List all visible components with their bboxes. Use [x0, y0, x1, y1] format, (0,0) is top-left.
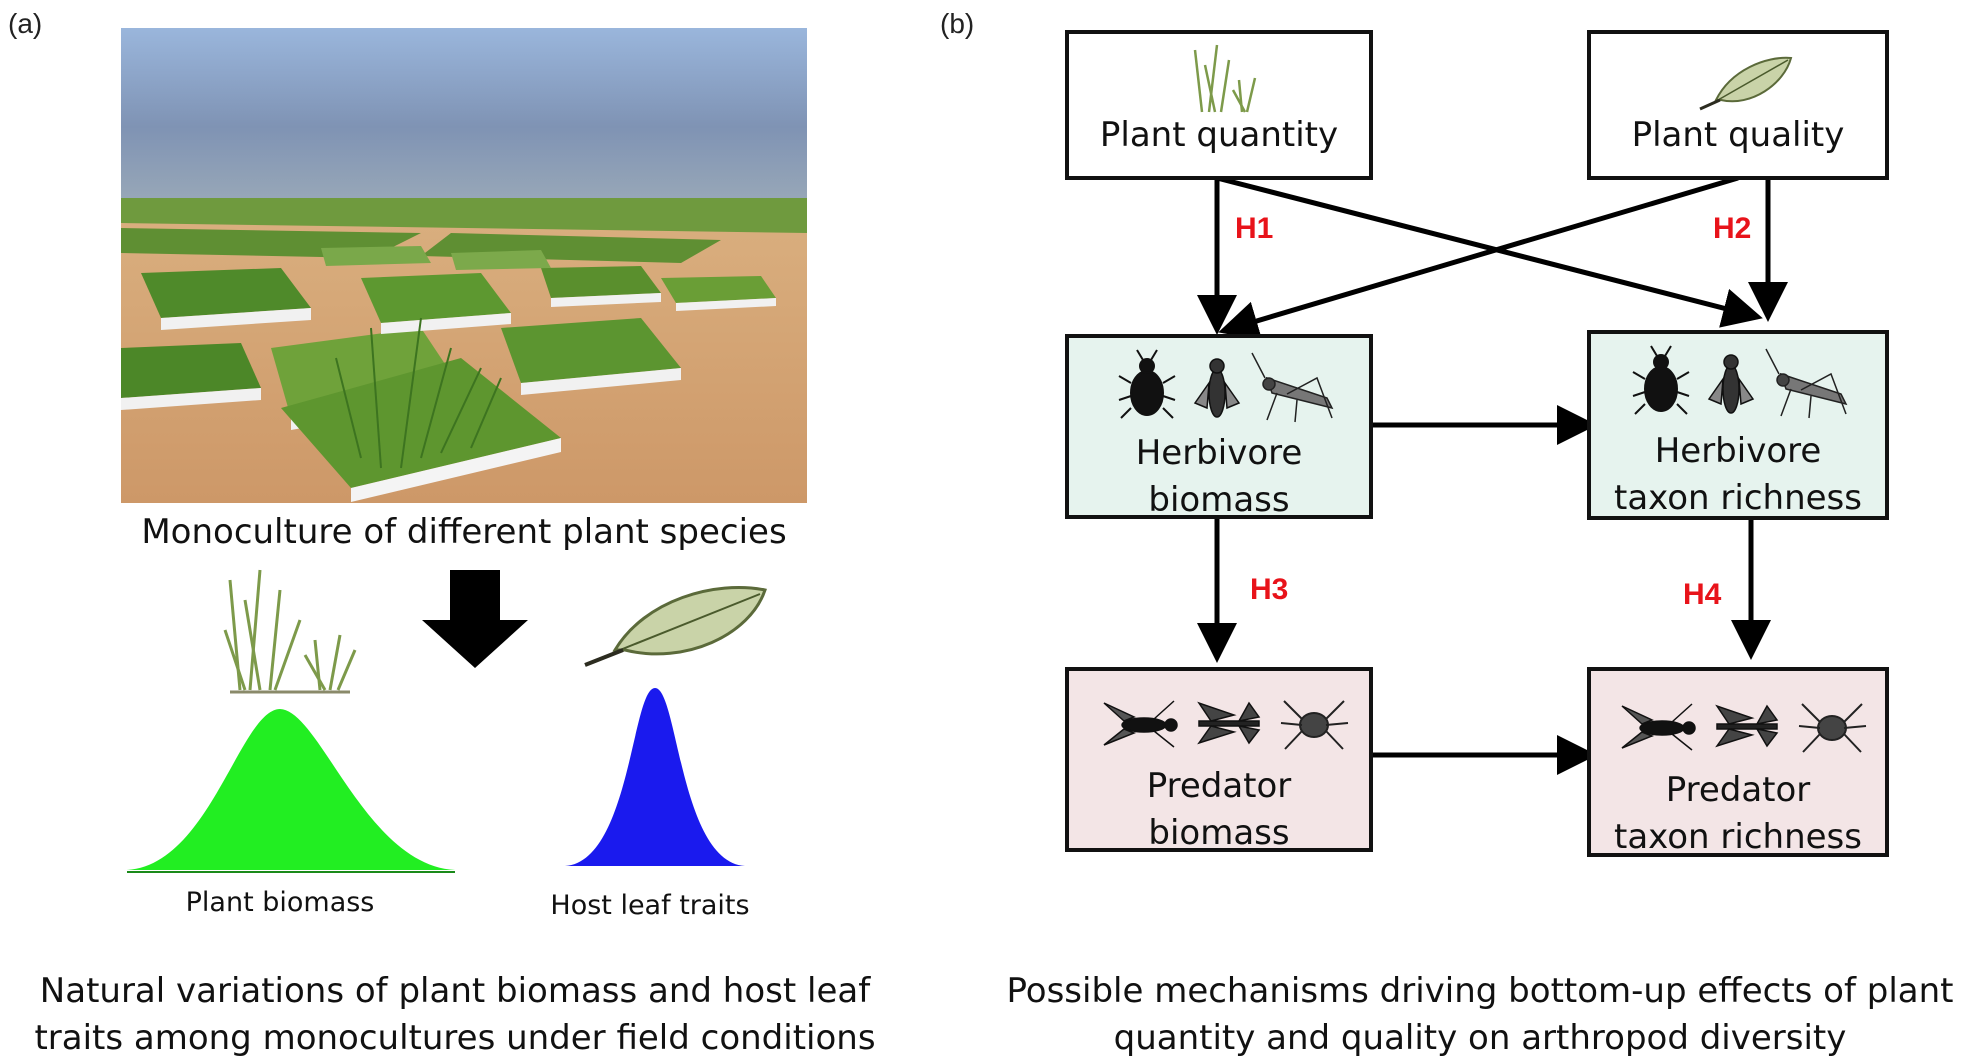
host-leaf-curve — [565, 688, 745, 866]
arrow-quality-to-biomass — [1218, 175, 1739, 341]
panel-a-caption-line2: traits among monocultures under field co… — [34, 1018, 876, 1058]
insect-icons — [1117, 348, 1347, 432]
leaf-icon — [1696, 52, 1796, 116]
field-photo — [121, 28, 807, 503]
node-predator-richness: Predator taxon richness — [1587, 667, 1889, 857]
host-leaf-label: Host leaf traits — [550, 890, 750, 921]
leaf-icon — [565, 580, 795, 674]
arrow-quantity-to-richness — [1216, 175, 1763, 328]
node-plant-quality-label: Plant quality — [1631, 115, 1845, 155]
host-leaf-distribution — [565, 688, 745, 866]
node-plant-quantity: Plant quantity — [1065, 30, 1373, 180]
predator-icons — [1617, 696, 1867, 760]
node-herbivore-richness: Herbivore taxon richness — [1587, 330, 1889, 520]
node-herbivore-biomass-line2: biomass — [1148, 480, 1290, 520]
down-arrow-icon — [420, 570, 530, 674]
fly-icon — [1193, 358, 1241, 418]
wasp-icon — [1103, 700, 1178, 748]
fly-icon — [1707, 354, 1755, 414]
panel-a-label: (a) — [8, 8, 43, 39]
hypothesis-h4: H4 — [1683, 578, 1722, 611]
photo-caption: Monoculture of different plant species — [141, 512, 787, 552]
node-herbivore-richness-line2: taxon richness — [1614, 478, 1862, 518]
node-predator-biomass-line2: biomass — [1148, 813, 1290, 853]
hypothesis-h1: H1 — [1235, 212, 1274, 245]
beetle-icon — [1632, 345, 1690, 415]
panel-b-caption-line1: Possible mechanisms driving bottom-up ef… — [1006, 971, 1954, 1011]
panel-a-caption-line1: Natural variations of plant biomass and … — [39, 971, 871, 1011]
panel-a-caption: Natural variations of plant biomass and … — [20, 968, 890, 1062]
beetle-icon — [1118, 349, 1176, 419]
node-predator-richness-line1: Predator — [1665, 770, 1811, 810]
panel-b-caption-line2: quantity and quality on arthropod divers… — [1113, 1018, 1847, 1058]
node-predator-richness-line2: taxon richness — [1614, 817, 1862, 857]
plant-biomass-distribution — [127, 709, 455, 873]
wasp-icon — [1621, 703, 1696, 751]
predator-icons — [1099, 693, 1349, 757]
grass-icon — [220, 560, 360, 704]
dragonfly-icon — [1197, 701, 1261, 745]
node-predator-biomass-line1: Predator — [1146, 766, 1292, 806]
spider-icon — [1798, 703, 1867, 753]
grasshopper-icon — [1765, 348, 1848, 419]
node-herbivore-richness-line1: Herbivore — [1654, 431, 1822, 471]
spider-icon — [1280, 700, 1349, 750]
node-predator-biomass: Predator biomass — [1065, 667, 1373, 853]
dragonfly-icon — [1715, 704, 1779, 748]
node-herbivore-biomass-line1: Herbivore — [1135, 433, 1303, 473]
panel-b-label: (b) — [940, 8, 975, 39]
node-herbivore-biomass: Herbivore biomass — [1065, 334, 1373, 520]
hypothesis-h2: H2 — [1713, 212, 1752, 245]
insect-icons — [1631, 344, 1861, 428]
panel-b-caption: Possible mechanisms driving bottom-up ef… — [1000, 968, 1960, 1062]
grasshopper-icon — [1251, 352, 1334, 423]
hypothesis-h3: H3 — [1250, 573, 1289, 606]
node-plant-quantity-label: Plant quantity — [1099, 115, 1339, 155]
plant-biomass-label: Plant biomass — [185, 887, 375, 918]
grass-icon — [1187, 40, 1263, 120]
node-plant-quality: Plant quality — [1587, 30, 1889, 180]
plant-biomass-curve — [127, 709, 455, 870]
